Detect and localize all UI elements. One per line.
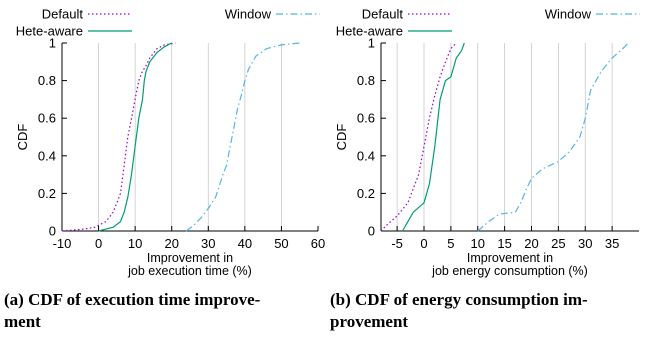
caption-b-line-2: provement <box>330 312 409 331</box>
x-tick-label-0: -10 <box>53 236 72 251</box>
x-tick-label-3: 10 <box>471 236 485 251</box>
y-tick-label-2: 0.4 <box>357 148 375 163</box>
caption-a-line-1: (a) CDF of execution time improve- <box>4 290 261 309</box>
y-axis-label: CDF <box>334 124 349 151</box>
x-axis-label-line-1: Improvement in <box>147 251 233 265</box>
y-tick-label-3: 0.6 <box>357 111 375 126</box>
y-tick-label-4: 0.8 <box>357 73 375 88</box>
y-tick-label-5: 1 <box>49 36 56 51</box>
chart-panel-a: -10 0 10 20 30 40 50 6000.20.40.60.81Improvemen… <box>15 7 325 279</box>
x-tick-label-2: 10 <box>128 236 142 251</box>
x-tick-label-2: 5 <box>447 236 454 251</box>
x-tick-label-5: 40 <box>238 236 252 251</box>
x-tick-label-4: 15 <box>497 236 511 251</box>
y-tick-label-0: 0 <box>49 224 56 239</box>
y-tick-label-1: 0.2 <box>357 186 375 201</box>
chart-panel-b: -5 0 5 10 15 20 25 30 35 0 0.2 0.4 0.6 0.8 1 Improvemen… <box>334 7 640 278</box>
legend-label-2: Window <box>545 7 592 22</box>
series-line-hete-aware <box>401 42 465 232</box>
legend-label-1: Hete-aware <box>16 24 83 39</box>
legend-label-0: Default <box>42 7 84 22</box>
x-tick-label-4: 30 <box>201 236 215 251</box>
series-line-window <box>185 42 300 232</box>
x-tick-label-6: 25 <box>551 236 565 251</box>
y-tick-label-1: 0.2 <box>38 186 56 201</box>
series-line-default <box>61 42 176 232</box>
series-line-hete-aware <box>98 42 172 232</box>
x-tick-label-0: -5 <box>391 236 403 251</box>
x-tick-label-5: 20 <box>524 236 538 251</box>
x-tick-label-3: 20 <box>164 236 178 251</box>
series-line-window <box>477 42 629 232</box>
y-axis-label: CDF <box>15 124 30 151</box>
series-line-default <box>380 42 457 232</box>
x-axis-label-line-2: job execution time (%) <box>127 264 252 278</box>
y-tick-label-5: 1 <box>368 36 375 51</box>
y-tick-label-3: 0.6 <box>38 111 56 126</box>
caption-a-line-2: ment <box>4 312 41 331</box>
x-tick-label-7: 60 <box>311 236 325 251</box>
legend-label-0: Default <box>362 7 404 22</box>
x-tick-label-1: 0 <box>95 236 102 251</box>
x-tick-label-7: 30 <box>578 236 592 251</box>
y-tick-label-0: 0 <box>368 224 375 239</box>
x-axis-label-line-1: Improvement in <box>467 251 553 265</box>
legend-label-1: Hete-aware <box>336 24 403 39</box>
legend-label-2: Window <box>225 7 272 22</box>
caption-b-line-1: (b) CDF of energy consumption im- <box>330 290 588 309</box>
y-tick-label-4: 0.8 <box>38 73 56 88</box>
x-tick-label-8: 35 <box>605 236 619 251</box>
x-tick-label-6: 50 <box>274 236 288 251</box>
y-tick-label-2: 0.4 <box>38 148 56 163</box>
x-tick-label-1: 0 <box>420 236 427 251</box>
x-axis-label-line-2: job energy consumption (%) <box>431 264 588 278</box>
